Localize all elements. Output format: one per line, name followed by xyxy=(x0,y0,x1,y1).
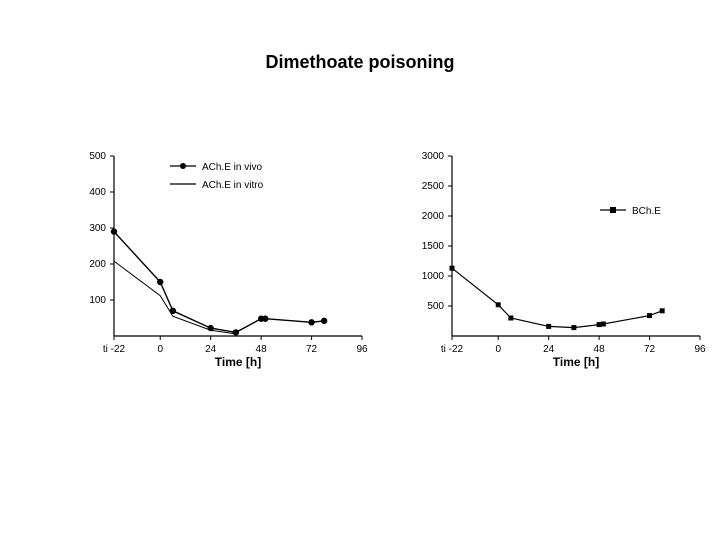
svg-text:400: 400 xyxy=(89,187,106,198)
page-title: Dimethoate poisoning xyxy=(0,52,720,73)
svg-text:48: 48 xyxy=(594,344,606,355)
svg-text:500: 500 xyxy=(427,301,444,312)
svg-text:2500: 2500 xyxy=(422,181,445,192)
svg-text:96: 96 xyxy=(356,344,368,355)
svg-text:0: 0 xyxy=(495,344,501,355)
svg-text:1500: 1500 xyxy=(422,241,445,252)
svg-text:300: 300 xyxy=(89,223,106,234)
svg-text:200: 200 xyxy=(89,259,106,270)
chart-left: 100 200 300 400 500 ti -22 0 24 48 72 96 Time [h] AC… xyxy=(52,150,372,370)
svg-text:1000: 1000 xyxy=(422,271,445,282)
svg-text:ACh.E in vitro: ACh.E in vitro xyxy=(202,180,264,191)
svg-text:ti -22: ti -22 xyxy=(103,344,126,355)
svg-text:96: 96 xyxy=(694,344,706,355)
svg-text:ACh.E in vivo: ACh.E in vivo xyxy=(202,162,262,173)
svg-text:Time [h]: Time [h] xyxy=(215,355,261,369)
svg-text:72: 72 xyxy=(644,344,656,355)
svg-text:ti -22: ti -22 xyxy=(441,344,464,355)
svg-text:Time [h]: Time [h] xyxy=(553,355,599,369)
svg-text:72: 72 xyxy=(306,344,318,355)
chart-right: 500 1000 1500 2000 2500 3000 ti -22 0 24 48 72 96 Ti… xyxy=(390,150,710,370)
svg-text:24: 24 xyxy=(205,344,217,355)
svg-text:24: 24 xyxy=(543,344,555,355)
svg-text:48: 48 xyxy=(256,344,268,355)
svg-text:0: 0 xyxy=(157,344,163,355)
svg-text:500: 500 xyxy=(89,151,106,162)
svg-text:BCh.E: BCh.E xyxy=(632,206,661,217)
svg-text:2000: 2000 xyxy=(422,211,445,222)
svg-text:3000: 3000 xyxy=(422,151,445,162)
svg-text:100: 100 xyxy=(89,295,106,306)
